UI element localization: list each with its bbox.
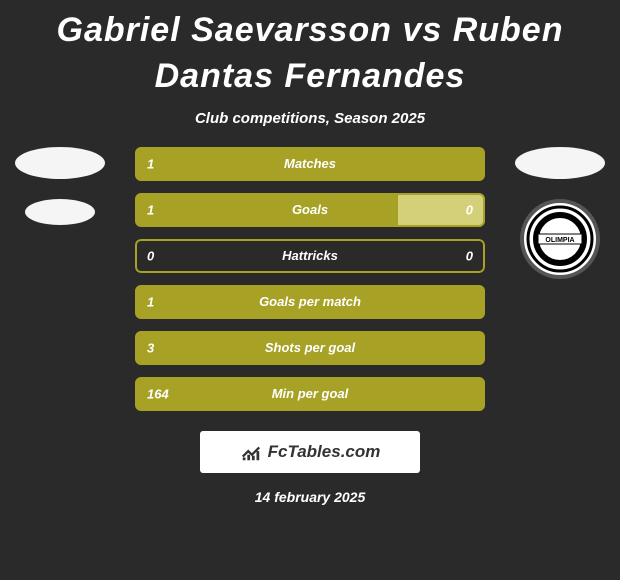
stat-row: 1Matches (135, 147, 485, 181)
player-right-avatar (515, 147, 605, 179)
stat-label: Hattricks (135, 248, 485, 263)
stat-label: Min per goal (135, 386, 485, 401)
stat-label: Shots per goal (135, 340, 485, 355)
stat-row: 164Min per goal (135, 377, 485, 411)
stat-row: 3Shots per goal (135, 331, 485, 365)
player-left-club-placeholder (25, 199, 95, 225)
svg-text:OLIMPIA: OLIMPIA (545, 237, 574, 244)
stat-label: Matches (135, 156, 485, 171)
player-right-club-logo: OLIMPIA (520, 199, 600, 279)
player-left-avatar (15, 147, 105, 179)
stat-label: Goals per match (135, 294, 485, 309)
player-right-panel: OLIMPIA (510, 147, 610, 279)
olimpia-icon: OLIMPIA (525, 204, 595, 274)
footer-brand-text: FcTables.com (268, 442, 381, 462)
footer-brand-badge[interactable]: FcTables.com (200, 431, 420, 473)
page-title: Gabriel Saevarsson vs Ruben Dantas Ferna… (0, 0, 620, 100)
page-subtitle: Club competitions, Season 2025 (0, 110, 620, 127)
player-left-panel (10, 147, 110, 225)
stat-row: 00Hattricks (135, 239, 485, 273)
stat-bars-container: 1Matches 10Goals 00Hattricks 1Goals per mat… (135, 147, 485, 411)
stat-label: Goals (135, 202, 485, 217)
stat-row: 1Goals per match (135, 285, 485, 319)
stat-row: 10Goals (135, 193, 485, 227)
chart-icon (240, 441, 262, 463)
footer-date: 14 february 2025 (0, 489, 620, 505)
stats-area: OLIMPIA 1Matches 10Goals 00Hattricks 1Goals… (0, 147, 620, 411)
